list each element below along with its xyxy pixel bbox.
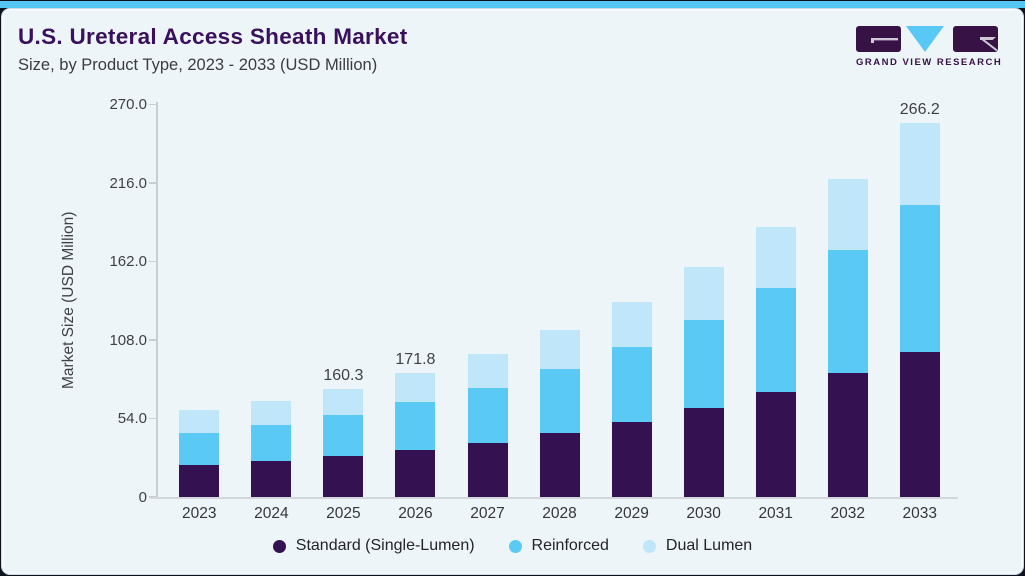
bar-segment: [179, 432, 220, 465]
y-tick-label: 162.0: [109, 253, 147, 270]
bar-segment: [323, 415, 364, 456]
bar-segment: [683, 267, 724, 320]
bar-segment: [899, 204, 940, 352]
y-tick-label: 270.0: [109, 96, 147, 113]
x-tick-label: 2032: [830, 505, 865, 522]
bar-segment: [539, 433, 580, 497]
bar-segment: [827, 250, 868, 374]
legend-label: Dual Lumen: [665, 537, 753, 554]
bar-segment: [179, 464, 220, 497]
x-axis-line: [150, 497, 958, 499]
legend-swatch-icon: [272, 539, 286, 553]
gvr-logo-text: GRAND VIEW RESEARCH: [856, 57, 1003, 68]
bar-segment: [755, 227, 796, 288]
bar-segment: [899, 122, 940, 205]
chart-legend: Standard (Single-Lumen) Reinforced Dual Lu…: [0, 535, 1025, 557]
bar-segment: [395, 450, 436, 497]
y-tick-label: 108.0: [109, 331, 147, 349]
bar-segment: [251, 461, 292, 497]
bar-segment: [251, 425, 292, 462]
bar-segment: [395, 373, 436, 403]
y-axis-title: Market Size (USD Million): [60, 211, 77, 389]
bar-segment: [683, 319, 724, 409]
x-tick-label: 2029: [614, 505, 649, 522]
bar-segment: [323, 456, 364, 497]
bar-segment: [539, 369, 580, 434]
x-tick-label: 2024: [254, 505, 289, 522]
bar-segment: [395, 402, 436, 451]
legend-item: Dual Lumen: [642, 537, 753, 555]
gvr-logo-icon: [856, 26, 998, 52]
y-tick-mark: [149, 182, 156, 184]
x-tick-label: 2031: [758, 505, 793, 522]
y-tick-mark: [149, 339, 156, 341]
x-tick-label: 2033: [902, 505, 938, 522]
x-tick-label: 2027: [470, 505, 505, 522]
bar-segment: [899, 351, 940, 497]
y-tick-mark: [149, 260, 156, 263]
grand-view-research-logo: GRAND VIEW RESEARCH: [856, 26, 1003, 68]
x-tick-label: 2028: [542, 505, 577, 522]
bar-segment: [323, 388, 364, 415]
y-axis-line: [156, 102, 158, 498]
bar-segment: [179, 409, 220, 433]
x-tick-label: 2026: [398, 505, 433, 522]
bar-segment: [467, 387, 508, 443]
y-tick-label: 216.0: [109, 174, 147, 192]
bar-segment: [611, 302, 652, 348]
bar-segment: [611, 347, 652, 422]
legend-label: Standard (Single-Lumen): [295, 537, 475, 554]
top-accent-bar: [0, 1, 1025, 8]
legend-label: Reinforced: [531, 537, 609, 554]
page-subtitle: Size, by Product Type, 2023 - 2033 (USD …: [18, 56, 378, 74]
bar-segment: [539, 330, 580, 370]
y-tick-mark: [149, 417, 156, 420]
y-tick-label: 0: [138, 488, 147, 506]
x-tick-label: 2030: [686, 505, 721, 522]
bar-segment: [251, 400, 292, 426]
bar-segment: [467, 353, 508, 388]
x-tick-label: 2025: [326, 505, 361, 522]
legend-item: Standard (Single-Lumen): [272, 537, 475, 555]
legend-item: Reinforced: [508, 537, 609, 555]
bar-segment: [467, 442, 508, 497]
x-tick-label: 2023: [182, 505, 217, 522]
legend-swatch-icon: [642, 539, 656, 553]
legend-swatch-icon: [508, 539, 522, 553]
y-tick-label: 54.0: [117, 410, 147, 427]
y-tick-mark: [149, 103, 156, 106]
bar-total-label: 266.2: [899, 100, 940, 118]
bar-segment: [611, 421, 652, 497]
bar-segment: [827, 178, 868, 250]
bar-segment: [827, 373, 868, 497]
bar-segment: [755, 392, 796, 497]
bar-total-label: 160.3: [323, 366, 364, 384]
page-title: U.S. Ureteral Access Sheath Market: [18, 24, 408, 49]
bar-segment: [683, 408, 724, 497]
bar-segment: [755, 287, 796, 393]
bar-total-label: 171.8: [395, 351, 436, 369]
